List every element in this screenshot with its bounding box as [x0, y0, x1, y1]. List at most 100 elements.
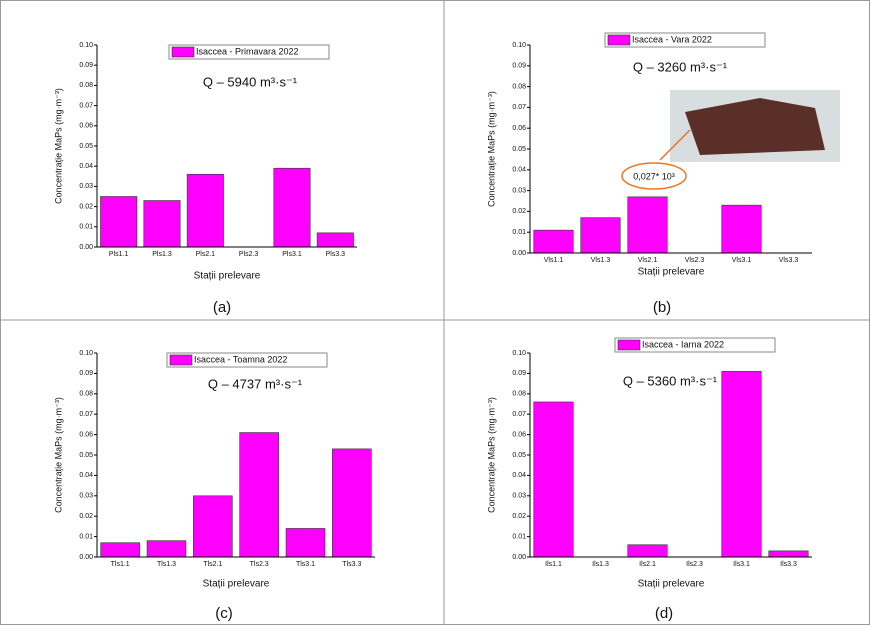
- bar: [100, 197, 136, 248]
- y-tick-label: 0.10: [79, 42, 93, 49]
- annotation: Q – 5360 m³·s⁻¹: [623, 373, 718, 388]
- y-tick-label: 0.06: [512, 431, 526, 438]
- y-tick-label: 0.09: [79, 62, 93, 69]
- legend-swatch: [172, 47, 194, 57]
- y-tick-label: 0.00: [79, 244, 93, 251]
- y-tick-label: 0.05: [512, 146, 526, 153]
- y-axis-label: Concentrație MaPs (mg·m⁻³): [486, 91, 496, 207]
- legend-label: Isaccea - Vara 2022: [632, 34, 712, 44]
- bar: [144, 201, 180, 247]
- bar: [534, 402, 573, 557]
- bar: [101, 543, 140, 557]
- bar: [187, 174, 223, 247]
- bar: [628, 545, 667, 557]
- y-tick-label: 0.06: [79, 431, 93, 438]
- x-tick-label: Ils2.1: [639, 561, 656, 568]
- x-tick-label: Ils3.1: [733, 561, 750, 568]
- y-tick-label: 0.01: [79, 224, 93, 231]
- y-tick-label: 0.02: [512, 513, 526, 520]
- y-tick-label: 0.03: [512, 493, 526, 500]
- x-tick-label: Pls2.1: [196, 251, 216, 258]
- panel-label: (a): [213, 299, 231, 316]
- x-tick-label: Vls1.1: [544, 257, 564, 264]
- y-tick-label: 0.08: [512, 83, 526, 90]
- annotation: Q – 4737 m³·s⁻¹: [208, 376, 303, 391]
- y-tick-label: 0.00: [512, 250, 526, 257]
- x-axis-label: Stații prelevare: [638, 579, 705, 590]
- y-tick-label: 0.07: [79, 411, 93, 418]
- y-tick-label: 0.01: [512, 533, 526, 540]
- annotation: Q – 3260 m³·s⁻¹: [633, 59, 728, 74]
- x-tick-label: Tls3.3: [342, 561, 361, 568]
- x-axis-label: Stații prelevare: [203, 579, 270, 590]
- panel-label: (c): [215, 605, 233, 622]
- y-tick-label: 0.03: [79, 183, 93, 190]
- panel-label: (d): [655, 605, 673, 622]
- bar: [286, 528, 325, 557]
- bar: [147, 541, 186, 557]
- x-tick-label: Vls3.1: [732, 257, 752, 264]
- x-tick-label: Pls3.3: [326, 251, 346, 258]
- x-tick-label: Tls2.3: [250, 561, 269, 568]
- y-tick-label: 0.05: [512, 452, 526, 459]
- bar: [332, 449, 371, 557]
- y-tick-label: 0.04: [512, 167, 526, 174]
- bar: [628, 197, 667, 253]
- y-tick-label: 0.00: [79, 554, 93, 561]
- y-tick-label: 0.07: [512, 411, 526, 418]
- bar: [274, 168, 310, 247]
- y-tick-label: 0.01: [512, 229, 526, 236]
- y-tick-label: 0.05: [79, 452, 93, 459]
- y-tick-label: 0.04: [79, 472, 93, 479]
- y-tick-label: 0.00: [512, 554, 526, 561]
- y-tick-label: 0.06: [79, 123, 93, 130]
- y-tick-label: 0.02: [79, 513, 93, 520]
- y-tick-label: 0.02: [512, 208, 526, 215]
- x-tick-label: Vls3.3: [779, 257, 799, 264]
- bar: [581, 218, 620, 253]
- y-tick-label: 0.10: [79, 350, 93, 357]
- x-tick-label: Vls1.3: [591, 257, 611, 264]
- legend-label: Isaccea - Iarna 2022: [642, 339, 724, 349]
- y-tick-label: 0.02: [79, 203, 93, 210]
- y-tick-label: 0.09: [79, 370, 93, 377]
- y-tick-label: 0.04: [512, 472, 526, 479]
- x-tick-label: Ils1.1: [545, 561, 562, 568]
- y-tick-label: 0.08: [79, 391, 93, 398]
- legend-swatch: [170, 355, 192, 365]
- y-tick-label: 0.06: [512, 125, 526, 132]
- x-tick-label: Ils3.3: [780, 561, 797, 568]
- y-tick-label: 0.07: [79, 102, 93, 109]
- annotation: Q – 5940 m³·s⁻¹: [203, 74, 298, 89]
- legend-swatch: [608, 35, 630, 45]
- y-axis-label: Concentrație MaPs (mg·m⁻³): [486, 397, 496, 513]
- y-tick-label: 0.10: [512, 42, 526, 49]
- y-tick-label: 0.08: [512, 391, 526, 398]
- x-tick-label: Pls3.1: [282, 251, 302, 258]
- x-axis-label: Stații prelevare: [638, 267, 705, 278]
- y-tick-label: 0.09: [512, 370, 526, 377]
- legend-swatch: [618, 340, 640, 350]
- x-tick-label: Pls1.3: [152, 251, 172, 258]
- x-tick-label: Tls3.1: [296, 561, 315, 568]
- callout: 0,027* 10³: [633, 171, 675, 181]
- y-tick-label: 0.07: [512, 104, 526, 111]
- bar: [534, 230, 573, 253]
- y-tick-label: 0.05: [79, 143, 93, 150]
- legend-label: Isaccea - Toamna 2022: [194, 354, 287, 364]
- bar: [722, 371, 761, 557]
- bar: [317, 233, 353, 247]
- y-tick-label: 0.08: [79, 82, 93, 89]
- x-tick-label: Tls2.1: [203, 561, 222, 568]
- x-tick-label: Vls2.1: [638, 257, 658, 264]
- x-tick-label: Ils2.3: [686, 561, 703, 568]
- y-tick-label: 0.04: [79, 163, 93, 170]
- bar: [722, 205, 761, 253]
- x-tick-label: Pls2.3: [239, 251, 259, 258]
- panel-label: (b): [653, 299, 671, 316]
- y-axis-label: Concentrație MaPs (mg·m⁻³): [53, 397, 63, 513]
- legend-label: Isaccea - Primavara 2022: [196, 46, 299, 56]
- x-axis-label: Stații prelevare: [194, 271, 261, 282]
- y-axis-label: Concentrație MaPs (mg·m⁻³): [53, 88, 63, 204]
- y-tick-label: 0.09: [512, 63, 526, 70]
